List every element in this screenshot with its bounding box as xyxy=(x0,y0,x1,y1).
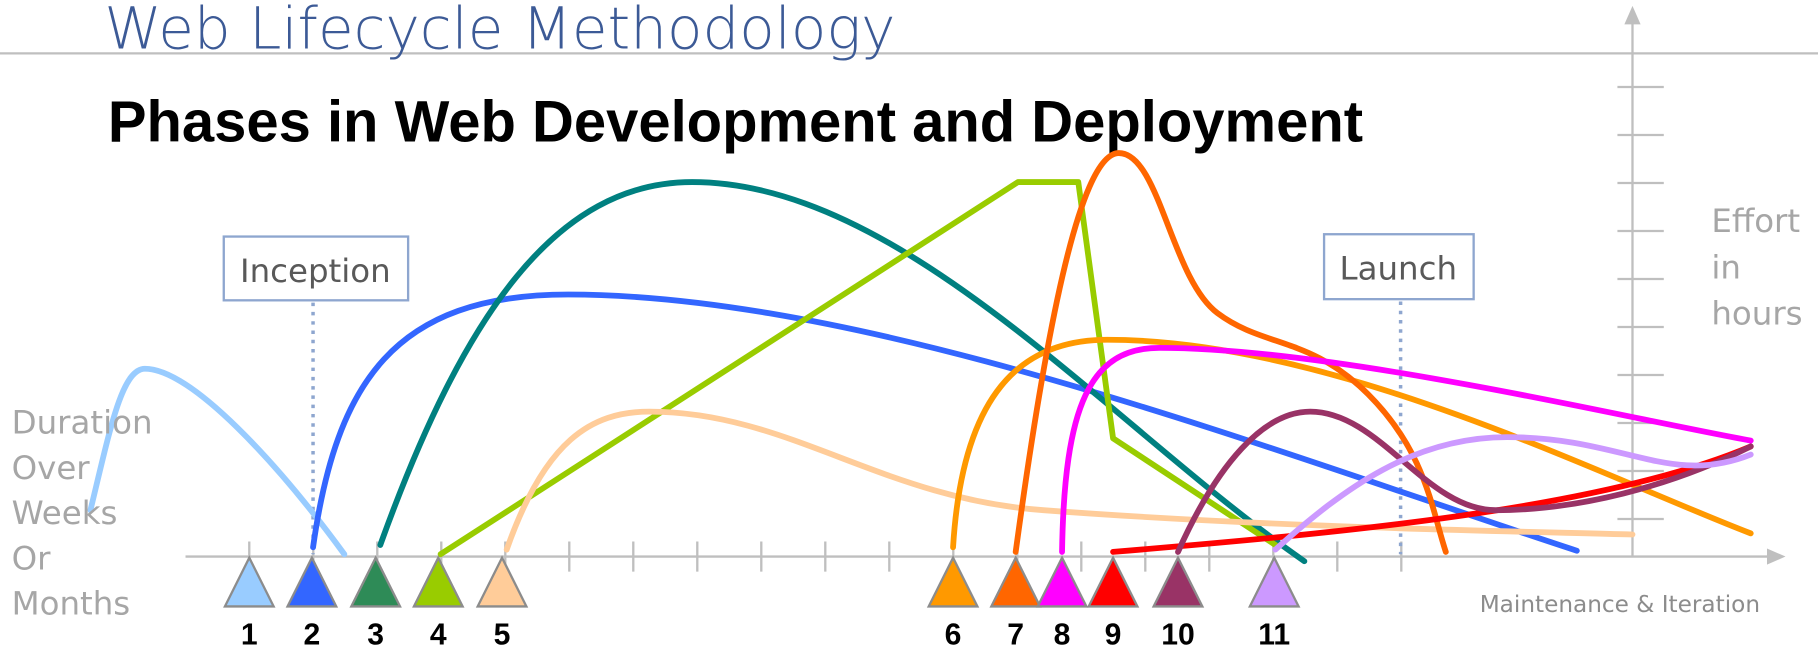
phase-number: 5 xyxy=(494,619,511,649)
effort-label: Effort xyxy=(1711,202,1800,240)
axes xyxy=(185,5,1786,572)
curve xyxy=(377,179,1308,565)
curve xyxy=(503,408,1636,553)
curve xyxy=(1175,408,1754,555)
launch-box xyxy=(1322,233,1475,301)
phase-marker xyxy=(285,555,339,608)
x-arrow xyxy=(1766,548,1786,565)
phase-number: 8 xyxy=(1054,619,1071,649)
phase-marker xyxy=(1247,555,1301,608)
launch-label: Launch xyxy=(1340,249,1458,287)
y-arrow xyxy=(1624,5,1641,25)
title: Web Lifecycle Methodology xyxy=(104,0,895,63)
effort-label: in xyxy=(1711,248,1741,286)
phase-marker xyxy=(475,555,529,608)
phase-marker xyxy=(412,555,465,608)
duration-label: Duration xyxy=(12,404,153,442)
phase-number: 3 xyxy=(367,619,384,649)
curve xyxy=(437,179,1279,558)
phase-marker xyxy=(1151,555,1205,608)
subtitle: Phases in Web Development and Deployment xyxy=(108,90,1363,154)
curve xyxy=(1272,434,1754,553)
effort-label: hours xyxy=(1711,295,1802,333)
phase-marker xyxy=(223,555,276,608)
duration-label: Months xyxy=(12,585,131,623)
phase-marker xyxy=(989,555,1042,608)
duration-label: Weeks xyxy=(12,494,118,532)
phase-number: 10 xyxy=(1161,619,1195,649)
phase-marker xyxy=(926,555,980,608)
phase-marker xyxy=(1035,555,1089,608)
phase-number: 2 xyxy=(304,619,321,649)
inception-box xyxy=(222,235,410,302)
phase-marker xyxy=(349,555,402,608)
phase-marker xyxy=(1086,555,1140,608)
phase-number: 9 xyxy=(1105,619,1122,649)
phase-number: 4 xyxy=(430,619,447,649)
curve xyxy=(1059,344,1754,555)
phase-number: 7 xyxy=(1007,619,1024,649)
curve xyxy=(1110,443,1754,555)
maintenance-label: Maintenance & Iteration xyxy=(1480,591,1760,618)
phase-number: 1 xyxy=(241,619,258,649)
duration-label: Or xyxy=(12,539,52,577)
phase-number: 11 xyxy=(1258,619,1290,649)
curve xyxy=(1012,150,1449,555)
duration-label: Over xyxy=(12,449,91,487)
inception-label: Inception xyxy=(240,252,391,290)
phase-number: 6 xyxy=(945,619,962,649)
curve xyxy=(87,365,348,558)
curves xyxy=(87,150,1754,565)
curve xyxy=(310,291,1580,554)
